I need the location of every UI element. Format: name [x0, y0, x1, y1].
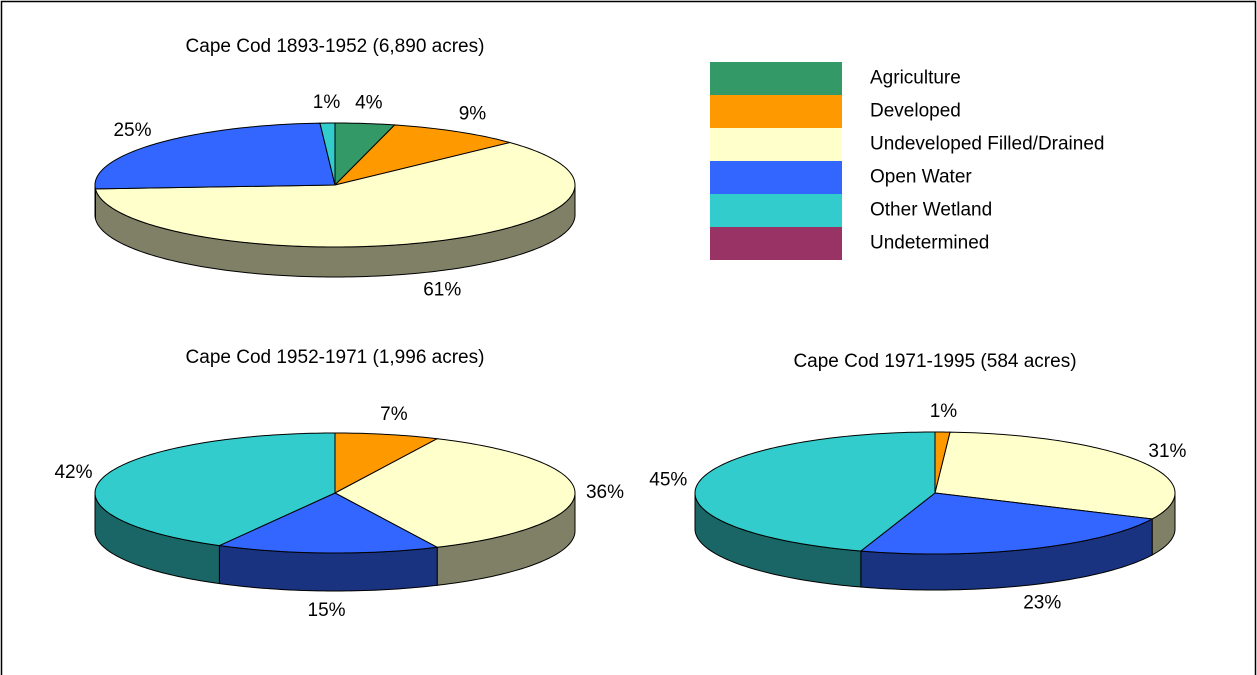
- data-label: 23%: [1023, 592, 1061, 613]
- legend-swatch: [710, 227, 842, 260]
- pie-title: Cape Cod 1952-1971 (1,996 acres): [186, 347, 485, 368]
- pie-slice: [333, 124, 511, 186]
- legend-swatch: [710, 161, 842, 194]
- pie-slice: [694, 431, 936, 552]
- legend-label: Agriculture: [870, 68, 961, 89]
- pie-slice: [859, 492, 1154, 555]
- pie-slice: [94, 142, 576, 248]
- data-label: 61%: [423, 279, 461, 300]
- data-label: 7%: [380, 404, 408, 425]
- data-label: 45%: [649, 469, 687, 490]
- pie-slice: [934, 431, 1176, 520]
- pie-slice: [333, 438, 576, 548]
- legend-swatch: [710, 62, 842, 95]
- data-label: 31%: [1148, 441, 1186, 462]
- legend-label: Open Water: [870, 167, 972, 188]
- legend-label: Developed: [870, 101, 961, 122]
- legend-swatch: [710, 194, 842, 227]
- pie-slice: [334, 432, 439, 494]
- data-label: 4%: [355, 93, 383, 114]
- legend-swatch: [710, 95, 842, 128]
- pie-title: Cape Cod 1971-1995 (584 acres): [793, 351, 1076, 372]
- data-label: 1%: [313, 92, 341, 113]
- pie-slice: [94, 122, 336, 190]
- legend-label: Undeveloped Filled/Drained: [870, 134, 1104, 155]
- pie-slice: [217, 492, 439, 554]
- data-label: 25%: [113, 120, 151, 141]
- data-label: 36%: [586, 482, 624, 503]
- data-label: 9%: [459, 103, 487, 124]
- pie-title: Cape Cod 1893-1952 (6,890 acres): [186, 36, 485, 57]
- pie-slice: [319, 122, 336, 186]
- legend-swatch: [710, 128, 842, 161]
- data-label: 1%: [930, 401, 958, 422]
- data-label: 15%: [308, 600, 346, 621]
- data-label: 42%: [54, 462, 92, 483]
- legend-label: Other Wetland: [870, 200, 992, 221]
- pie-slice: [94, 432, 336, 547]
- legend-label: Undetermined: [870, 233, 989, 254]
